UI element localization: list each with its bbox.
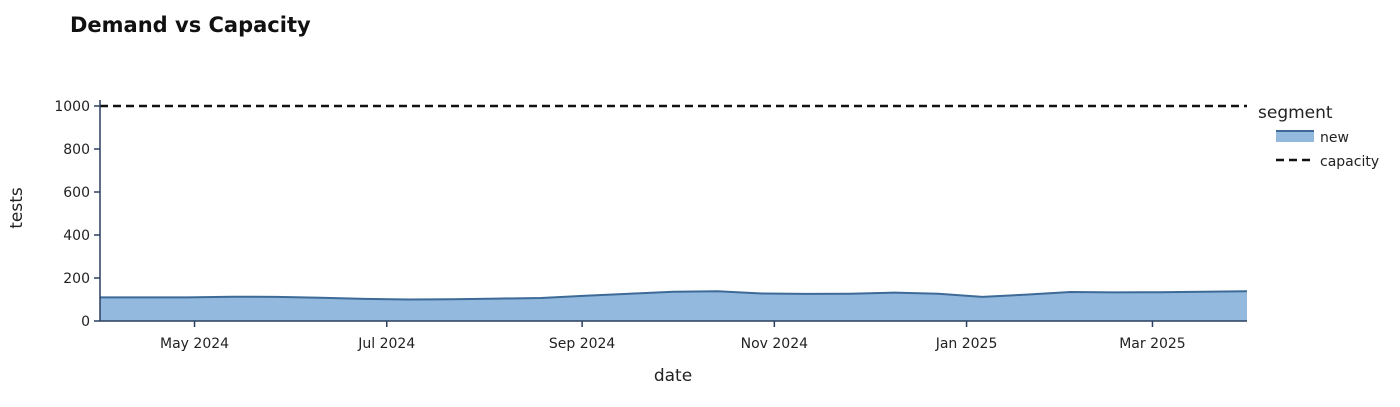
y-ticks: 0 200 400 600 800 1000 bbox=[54, 99, 100, 330]
series-new-line bbox=[100, 290, 1248, 301]
legend-item-capacity[interactable]: capacity bbox=[1276, 154, 1379, 170]
y-tick-label: 200 bbox=[63, 271, 90, 287]
y-tick-label: 400 bbox=[63, 228, 90, 244]
legend-item-new[interactable]: new bbox=[1276, 130, 1349, 146]
y-tick-label: 800 bbox=[63, 142, 90, 158]
x-tick-label: Jul 2024 bbox=[357, 336, 415, 352]
series-new-area bbox=[100, 291, 1247, 321]
x-tick-label: Nov 2024 bbox=[741, 336, 808, 352]
chart-title: Demand vs Capacity bbox=[70, 13, 311, 37]
legend-label-new: new bbox=[1320, 130, 1349, 146]
x-tick-label: Mar 2025 bbox=[1119, 336, 1186, 352]
y-tick-label: 600 bbox=[63, 185, 90, 201]
x-tick-label: Jan 2025 bbox=[935, 336, 998, 352]
y-axis-title: tests bbox=[7, 187, 27, 229]
x-tick-label: May 2024 bbox=[160, 336, 229, 352]
legend-title: segment bbox=[1258, 103, 1333, 123]
x-axis-title: date bbox=[654, 366, 692, 386]
legend: segment new capacity bbox=[1258, 103, 1379, 170]
x-tick-label: Sep 2024 bbox=[549, 336, 616, 352]
plot-area bbox=[100, 104, 1248, 321]
legend-swatch-new bbox=[1276, 131, 1314, 142]
y-tick-label: 0 bbox=[81, 314, 90, 330]
y-tick-label: 1000 bbox=[54, 99, 90, 115]
legend-label-capacity: capacity bbox=[1320, 154, 1379, 170]
x-ticks: May 2024 Jul 2024 Sep 2024 Nov 2024 Jan 2025… bbox=[160, 321, 1186, 352]
